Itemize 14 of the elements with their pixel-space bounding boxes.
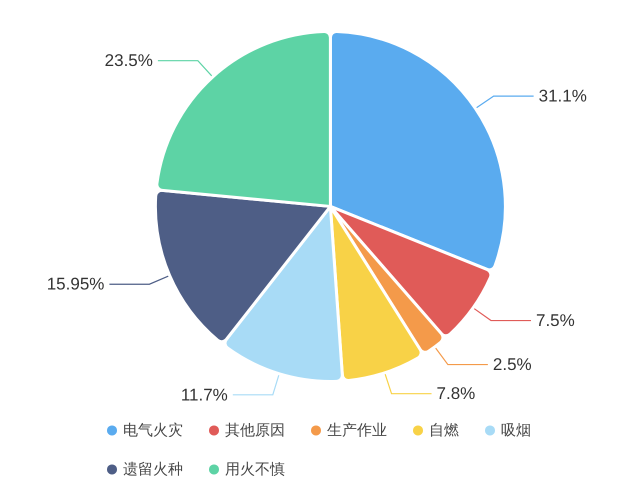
legend-label: 遗留火种 (123, 461, 183, 478)
legend-label: 生产作业 (327, 422, 387, 439)
data-label: 15.95% (46, 274, 104, 294)
data-label: 7.5% (536, 311, 575, 330)
legend-label: 其他原因 (225, 422, 285, 439)
legend-label: 自燃 (429, 422, 459, 439)
legend-label: 用火不慎 (225, 461, 285, 478)
data-label: 7.8% (436, 384, 476, 404)
data-label: 11.7% (180, 385, 228, 404)
legend-label: 吸烟 (501, 422, 531, 439)
data-label: 23.5% (104, 51, 153, 70)
data-label: 2.5% (492, 355, 532, 374)
legend-label: 电气火灾 (123, 422, 183, 439)
data-label: 31.1% (538, 86, 587, 106)
